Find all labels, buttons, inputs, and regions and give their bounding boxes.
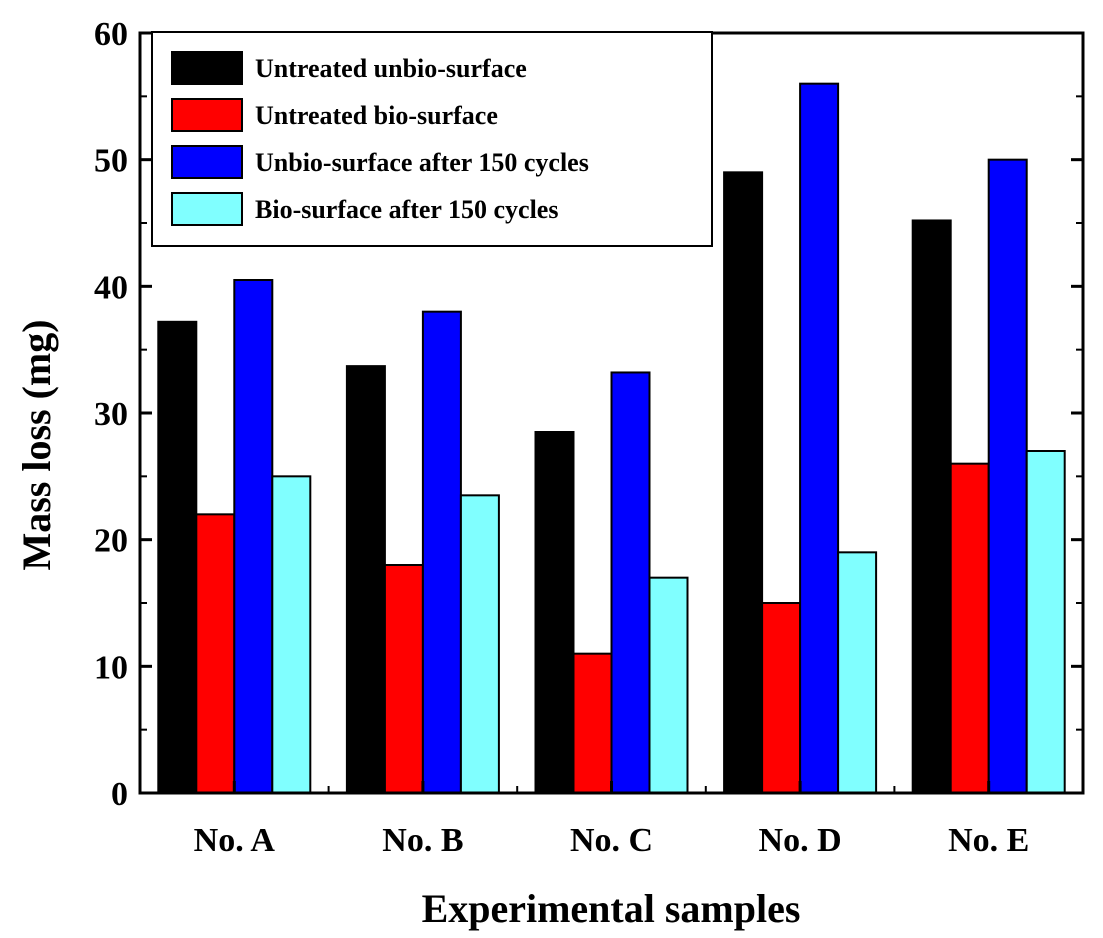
bar-no-c-series-4: [648, 576, 689, 795]
bar-no-c-series-3: [610, 371, 651, 794]
y-tick-label: 40: [94, 269, 128, 306]
bar-no-d-series-4: [837, 551, 878, 794]
legend-swatch: [171, 145, 243, 179]
bar-no-e-series-1: [911, 219, 952, 794]
legend-swatch: [171, 98, 243, 132]
y-axis-title: Mass loss (mg): [14, 319, 59, 570]
legend-label: Bio-surface after 150 cycles: [255, 195, 558, 224]
bar-no-a-series-1: [157, 320, 198, 794]
bar-no-d-series-3: [799, 82, 840, 794]
legend-swatch: [171, 51, 243, 85]
x-tick-label: No. A: [194, 822, 276, 859]
bar-no-e-series-4: [1025, 450, 1066, 794]
x-tick-label: No. E: [948, 822, 1029, 859]
legend-label: Unbio-surface after 150 cycles: [255, 148, 589, 177]
legend: Untreated unbio-surface Untreated bio-sur…: [151, 31, 713, 247]
bar-no-d-series-2: [761, 602, 802, 794]
bar-no-e-series-2: [949, 462, 990, 794]
legend-box: [151, 31, 713, 247]
legend-swatch: [171, 192, 243, 226]
y-tick-label: 50: [94, 143, 128, 180]
bar-no-c-series-2: [572, 652, 613, 795]
bars-group: [157, 82, 1066, 795]
bar-no-b-series-3: [421, 310, 462, 794]
legend-label: Untreated unbio-surface: [255, 54, 527, 83]
x-tick-label: No. C: [570, 822, 653, 859]
bar-no-b-series-1: [345, 365, 386, 794]
y-tick-label: 0: [111, 776, 128, 813]
bar-no-b-series-4: [459, 494, 500, 794]
bar-no-a-series-4: [271, 475, 312, 794]
x-tick-label: No. B: [382, 822, 463, 859]
legend-label: Untreated bio-surface: [255, 101, 498, 130]
bar-no-b-series-2: [383, 564, 424, 794]
x-tick-label: No. D: [759, 822, 842, 859]
bar-no-c-series-1: [534, 431, 575, 794]
bar-no-a-series-2: [195, 513, 236, 794]
y-tick-label: 10: [94, 649, 128, 686]
y-tick-label: 30: [94, 396, 128, 433]
y-tick-label: 20: [94, 523, 128, 560]
bar-no-d-series-1: [723, 171, 764, 795]
x-axis-title: Experimental samples: [422, 886, 801, 931]
ticks-group: 0 10 20 30 40 50 60 No. A No. B No. C No. D No. E: [94, 16, 1084, 859]
bar-no-a-series-3: [233, 279, 274, 794]
y-tick-label: 60: [94, 16, 128, 53]
bar-no-e-series-3: [987, 158, 1028, 794]
